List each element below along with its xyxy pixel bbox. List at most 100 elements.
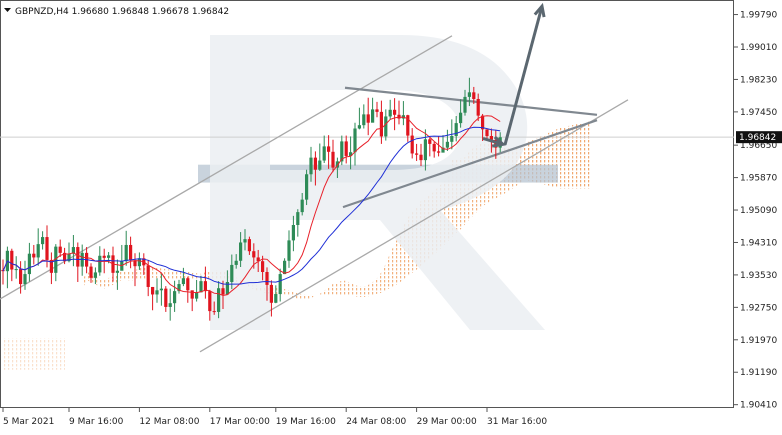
candle-body (261, 261, 265, 272)
candle-body (388, 109, 392, 117)
breakout-arrow (503, 5, 544, 146)
dropdown-triangle-icon[interactable] (4, 8, 11, 12)
candle-body (133, 260, 137, 267)
candle-body (195, 292, 199, 299)
candle-body (441, 147, 445, 153)
candle-body (208, 291, 212, 312)
breakout-arrow-head (533, 2, 546, 18)
candle-body (384, 116, 388, 137)
candle-body (164, 288, 168, 307)
candle-body (467, 92, 471, 97)
candle-body (485, 129, 489, 136)
candle-body (393, 109, 397, 115)
candle-body (252, 251, 256, 258)
y-tick-label: 1.91190 (740, 368, 777, 378)
candle-body (107, 255, 111, 258)
candle-body (357, 125, 361, 129)
candle-body (256, 257, 260, 262)
candle-body (410, 135, 414, 154)
y-tick-label: 1.93530 (740, 271, 777, 281)
candle-body (344, 141, 348, 156)
y-tick-label: 1.95090 (740, 206, 777, 216)
candle-body (243, 239, 247, 243)
candle-body (41, 237, 45, 245)
candle-body (287, 240, 291, 261)
candle-body (177, 284, 181, 292)
candle-body (313, 157, 317, 170)
candle-body (10, 250, 14, 270)
candle-body (353, 128, 357, 153)
candle-body (181, 278, 185, 285)
candle-body (362, 114, 366, 126)
candle-body (437, 151, 441, 153)
support-line (342, 119, 598, 209)
candle-body (454, 123, 458, 136)
candle-body (54, 246, 58, 273)
moving-averages (2, 115, 501, 297)
candle-body (283, 260, 287, 275)
forecast-arrows (482, 2, 546, 148)
pullback-arrow-head (491, 135, 507, 148)
candle-body (375, 109, 379, 112)
y-tick-label: 1.92750 (740, 303, 777, 313)
pullback-arrow (482, 137, 504, 146)
candle-body (14, 269, 18, 271)
candle-body (305, 174, 309, 200)
x-tick-label: 19 Mar 16:00 (276, 417, 336, 427)
candle-body (221, 288, 225, 295)
candle-body (89, 266, 93, 278)
candle-body (415, 153, 419, 155)
candle-body (278, 274, 282, 295)
candle-body (419, 154, 423, 161)
candle-body (432, 143, 436, 152)
y-tick-label: 1.99010 (740, 43, 777, 53)
candle-body (168, 303, 172, 307)
y-tick-label: 1.99790 (740, 11, 777, 21)
candle-body (67, 253, 71, 262)
current-price-badge (736, 131, 782, 144)
candle-body (36, 244, 40, 258)
candle-body (445, 141, 449, 148)
candle-body (98, 255, 102, 273)
candle-body (309, 157, 313, 175)
candle-body (32, 253, 36, 258)
candle-body (159, 288, 163, 291)
y-tick-label: 1.94310 (740, 238, 777, 248)
y-tick-label: 1.90410 (740, 401, 777, 411)
candle-body (340, 141, 344, 162)
candle-body (459, 112, 463, 124)
candle-body (489, 136, 493, 140)
candle-body (318, 160, 322, 170)
candle-body (274, 294, 278, 303)
candle-body (212, 311, 216, 313)
candle-body (137, 258, 141, 267)
candle-body (45, 237, 49, 260)
candle-body (269, 284, 273, 303)
x-axis: 5 Mar 2021 9 Mar 16:00 12 Mar 08:00 17 Mar … (2, 408, 547, 427)
candle-body (463, 96, 467, 113)
candle-body (225, 281, 229, 295)
candle-body (173, 291, 177, 304)
candle-body (472, 92, 476, 99)
y-axis: 1.99790 1.99010 1.98230 1.97450 1.96650 1.958… (734, 11, 782, 411)
candle-body (335, 161, 339, 168)
candle-body (80, 252, 84, 267)
candle-body (230, 264, 234, 282)
x-tick-label: 17 Mar 00:00 (210, 417, 270, 427)
candle-body (19, 269, 23, 285)
candle-body (450, 136, 454, 142)
candle-body (291, 225, 295, 241)
candle-body (124, 244, 128, 262)
x-tick-label: 5 Mar 2021 (3, 417, 54, 427)
y-tick-label: 1.91970 (740, 336, 777, 346)
candle-body (71, 247, 75, 254)
y-tick-label: 1.98230 (740, 75, 777, 85)
resistance-line (344, 86, 598, 116)
candle-body (406, 115, 410, 136)
y-tick-label: 1.96650 (740, 141, 777, 151)
candle-body (476, 98, 480, 116)
x-tick-label: 9 Mar 16:00 (69, 417, 124, 427)
fast-ma-line (2, 115, 501, 297)
